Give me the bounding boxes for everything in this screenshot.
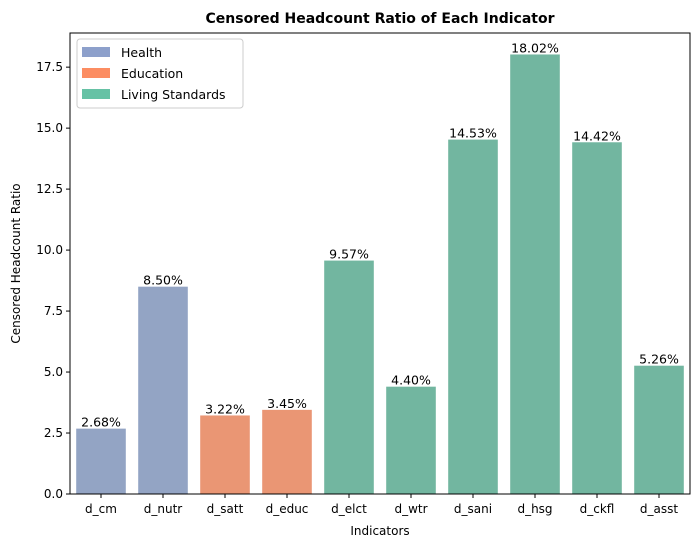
bar-d_educ [262,409,312,494]
x-axis-ticks: d_cm d_nutr d_satt d_educ d_elct d_wtr d_sani d… [85,494,678,516]
bar-d_satt [200,415,250,494]
legend: Health Education Living Standards [76,38,244,109]
legend-swatch-2 [82,89,110,99]
y-tick-label-1: 2.5 [44,426,63,440]
plot-frame [69,32,691,495]
y-tick-label-7: 17.5 [36,60,63,74]
bar-d_hsg [510,54,560,495]
x-tick-label-d_hsg: d_hsg [517,502,552,516]
bar-d_nutr [138,286,188,494]
legend-label-2: Living Standards [121,87,226,102]
bar-d_asst [634,365,684,494]
bar-d_sani [448,139,498,494]
data-label-d_satt: 3.22% [205,401,245,416]
y-tick-label-3: 7.5 [44,304,63,318]
x-tick-label-d_educ: d_educ [266,502,309,516]
bar-d_wtr [386,386,436,494]
x-tick-label-d_nutr: d_nutr [144,502,183,516]
y-tick-label-6: 15.0 [36,121,63,135]
legend-label-1: Education [121,66,183,81]
x-tick-label-d_asst: d_asst [640,502,678,516]
x-tick-label-d_elct: d_elct [331,502,367,516]
y-tick-label-5: 12.5 [36,182,63,196]
y-tick-label-2: 5.0 [44,365,63,379]
x-tick-label-d_cm: d_cm [85,502,117,516]
data-label-d_sani: 14.53% [449,126,497,141]
data-label-d_educ: 3.45% [267,396,307,411]
legend-swatch-1 [82,68,110,78]
data-label-d_hsg: 18.02% [511,40,559,55]
data-labels-group: 2.68% 8.50% 3.22% 3.45% 9.57% 4.40% 14.53% 18.0… [81,40,679,429]
data-label-d_nutr: 8.50% [143,273,183,288]
bar-d_elct [324,260,374,494]
x-tick-label-d_wtr: d_wtr [394,502,427,516]
data-label-d_cm: 2.68% [81,415,121,430]
y-tick-label-4: 10.0 [36,243,63,257]
data-label-d_wtr: 4.40% [391,373,431,388]
chart-title: Censored Headcount Ratio of Each Indicat… [206,11,555,27]
legend-label-0: Health [121,45,162,60]
legend-swatch-0 [82,47,110,57]
x-tick-label-d_ckfl: d_ckfl [580,502,615,516]
y-axis-label: Censored Headcount Ratio [9,183,23,343]
x-tick-label-d_sani: d_sani [454,502,492,516]
data-label-d_elct: 9.57% [329,247,369,262]
data-label-d_asst: 5.26% [639,352,679,367]
bars-group [76,54,684,495]
y-axis-ticks: 0.0 2.5 5.0 7.5 10.0 12.5 15.0 17.5 [36,60,70,501]
x-axis-label: Indicators [350,524,409,538]
bar-d_cm [76,428,126,494]
data-label-d_ckfl: 14.42% [573,128,621,143]
legend-box [76,38,244,109]
x-tick-label-d_satt: d_satt [207,502,244,516]
y-tick-label-0: 0.0 [44,487,63,501]
bar-d_ckfl [572,142,622,494]
